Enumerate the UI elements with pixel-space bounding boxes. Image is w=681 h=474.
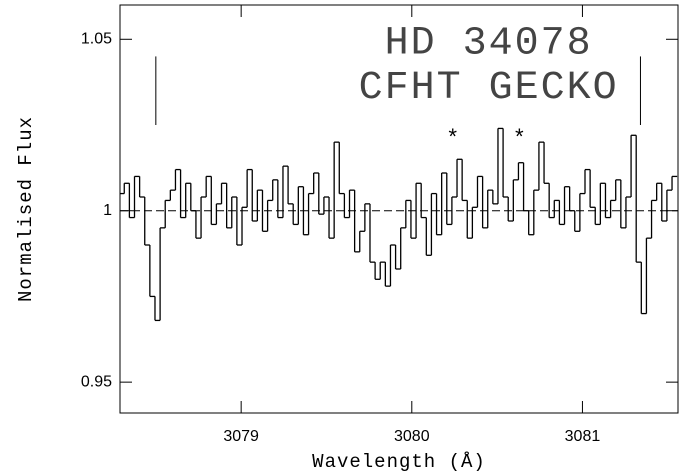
- y-tick-label: 1.05: [81, 31, 112, 48]
- y-axis-label: Normalised Flux: [15, 116, 37, 302]
- x-tick-label: 3081: [565, 428, 601, 445]
- annotation: CFHT GECKO: [359, 66, 619, 111]
- y-tick-label: 0.95: [81, 373, 112, 390]
- annotation: *: [446, 127, 459, 152]
- annotation: *: [513, 127, 526, 152]
- annotation: HD 34078: [385, 21, 593, 66]
- plot-frame: [119, 4, 679, 414]
- x-axis-label: Wavelength (Å): [312, 451, 486, 473]
- spectrum-connector: [123, 128, 673, 321]
- x-tick-label: 3079: [223, 428, 259, 445]
- y-tick-label: 1: [103, 202, 112, 219]
- x-tick-label: 3080: [394, 428, 430, 445]
